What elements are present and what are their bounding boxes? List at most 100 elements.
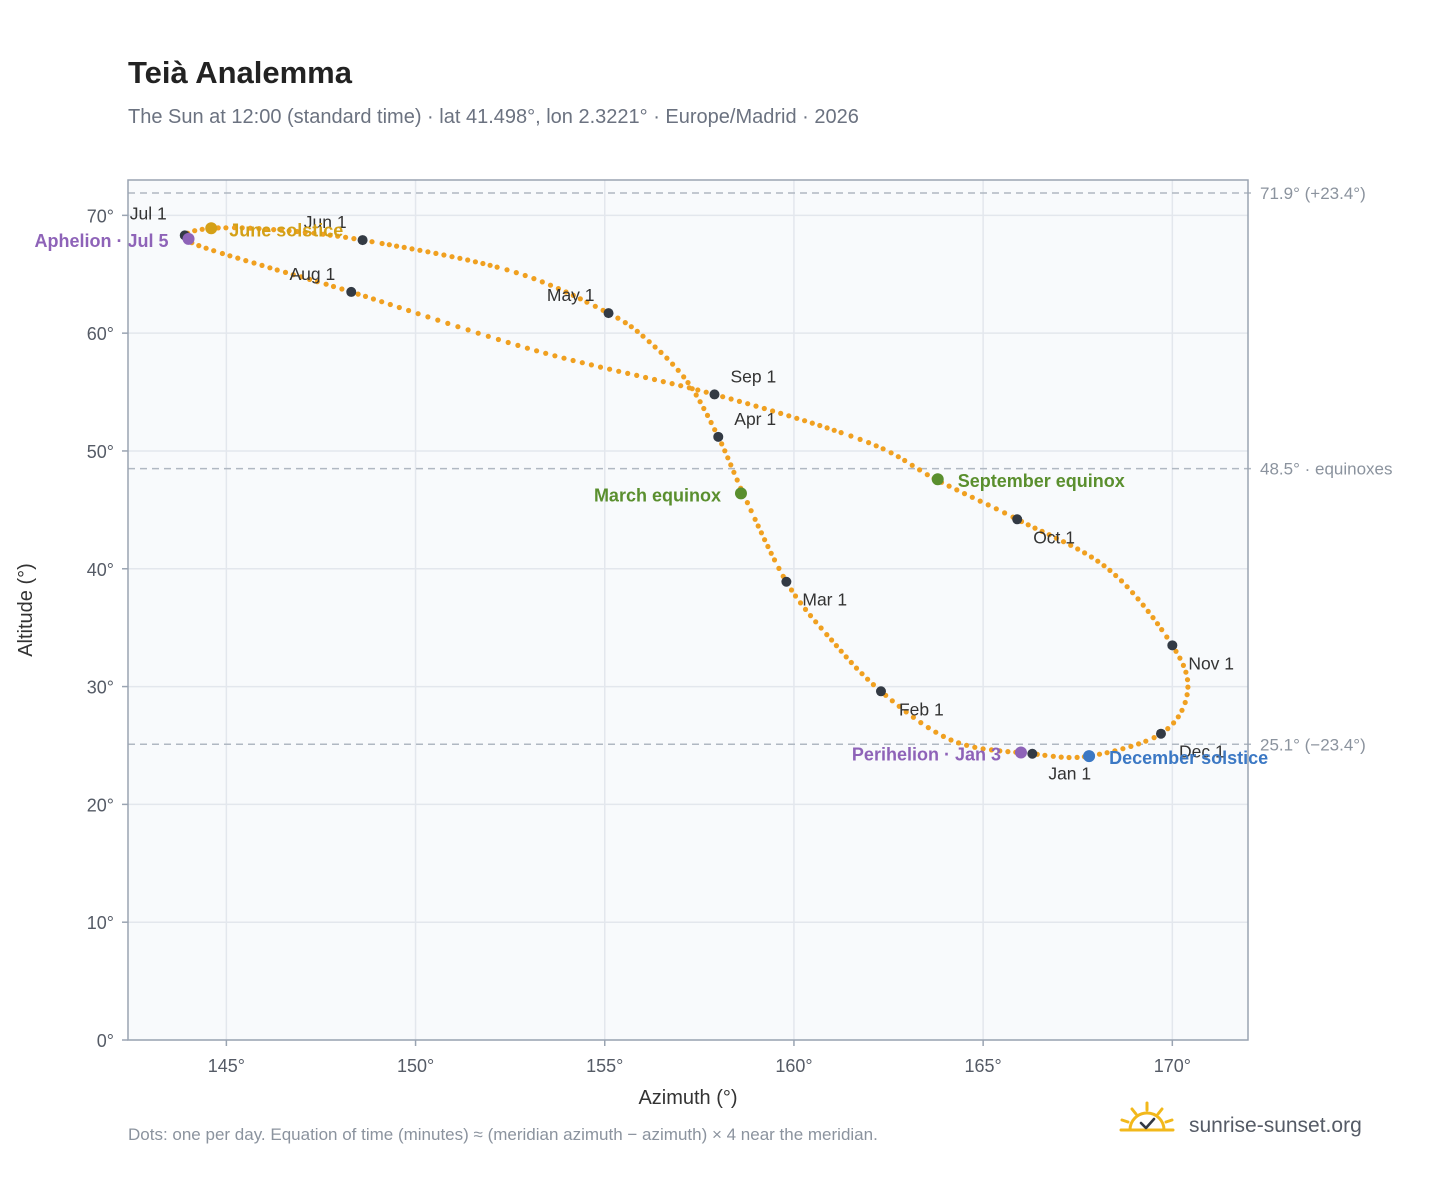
day-dot-184 <box>634 372 640 378</box>
day-dot-140 <box>243 258 249 264</box>
day-dot-253 <box>1150 615 1156 621</box>
day-dot-41 <box>768 550 774 556</box>
day-dot-147 <box>298 274 304 280</box>
y-tick-label-0: 0° <box>97 1031 114 1051</box>
day-dot-63 <box>693 392 699 398</box>
day-dot-218 <box>909 462 915 468</box>
day-dot-160 <box>406 307 412 314</box>
day-dot-85 <box>555 286 562 292</box>
day-dot-60 <box>704 412 711 418</box>
day-dot-197 <box>745 401 751 407</box>
day-dot-138 <box>227 253 233 259</box>
day-dot-112 <box>335 233 341 239</box>
day-dot-216 <box>895 454 901 460</box>
day-dot-259 <box>1177 655 1183 661</box>
day-dot-264 <box>1184 692 1190 698</box>
event-marker-4 <box>1014 746 1027 759</box>
day-dot-6 <box>972 744 978 750</box>
month-label-5: Jun 1 <box>304 212 347 232</box>
day-dot-211 <box>857 436 863 442</box>
event-marker-0 <box>205 222 218 235</box>
day-dot-256 <box>1164 634 1170 640</box>
day-dot-136 <box>211 248 217 254</box>
day-dot-15 <box>903 709 909 715</box>
day-dot-73 <box>640 333 646 339</box>
day-dot-156 <box>370 296 376 302</box>
day-dot-143 <box>267 265 273 271</box>
sun-check-icon <box>1119 1101 1175 1132</box>
day-dot-56 <box>719 441 725 447</box>
reference-label-1: 48.5° · equinoxes <box>1260 460 1393 479</box>
month-marker-10 <box>1167 640 1178 651</box>
day-dot-251 <box>1140 602 1146 608</box>
day-dot-26 <box>838 648 844 654</box>
day-dot-230 <box>1002 510 1008 516</box>
day-dot-101 <box>425 249 431 255</box>
month-marker-5 <box>357 235 368 246</box>
day-dot-155 <box>362 293 369 299</box>
day-dot-212 <box>866 440 872 446</box>
day-dot-245 <box>1107 567 1113 574</box>
month-label-3: Apr 1 <box>734 409 776 429</box>
day-dot-54 <box>725 455 731 461</box>
day-dot-103 <box>409 246 415 252</box>
event-label-0: June solstice <box>229 220 343 240</box>
day-dot-214 <box>880 446 886 452</box>
day-dot-23 <box>853 665 860 671</box>
day-dot-261 <box>1183 669 1189 675</box>
day-dot-196 <box>736 398 743 404</box>
day-dot-163 <box>435 317 441 323</box>
day-dot-10 <box>940 733 947 740</box>
day-dot-248 <box>1124 584 1130 590</box>
day-dot-239 <box>1068 542 1074 548</box>
y-tick-label-6: 60° <box>87 324 114 344</box>
plot-frame <box>127 179 1249 1041</box>
y-tick-label-7: 70° <box>87 206 114 226</box>
day-dot-194 <box>720 394 726 400</box>
day-dot-66 <box>681 374 687 380</box>
day-dot-181 <box>607 366 613 372</box>
day-dot-201 <box>778 410 784 416</box>
day-dot-24 <box>848 659 854 666</box>
day-dot-202 <box>786 413 792 419</box>
day-dot-171 <box>515 342 521 348</box>
day-dot-28 <box>829 637 835 643</box>
day-dot-186 <box>651 376 658 383</box>
day-dot-80 <box>592 303 598 309</box>
day-dot-47 <box>748 508 754 514</box>
day-dot-89 <box>522 272 528 279</box>
day-dot-39 <box>776 565 782 572</box>
day-dot-174 <box>543 350 549 356</box>
day-dot-120 <box>271 227 277 233</box>
day-dot-93 <box>487 262 493 268</box>
month-marker-3 <box>713 431 724 442</box>
day-dot-116 <box>302 229 308 235</box>
day-dot-67 <box>675 367 681 373</box>
day-dot-166 <box>465 327 471 333</box>
day-dot-74 <box>634 328 640 334</box>
day-dot-208 <box>831 427 837 433</box>
day-dot-62 <box>697 399 703 405</box>
day-dot-145 <box>282 269 289 275</box>
day-dot-82 <box>577 296 583 302</box>
day-dot-65 <box>685 380 691 386</box>
day-dot-281 <box>1074 754 1080 761</box>
y-axis-ticks: 0° 10° 20° 30° 40° 50° 60° 70° <box>87 206 128 1051</box>
day-dot-16 <box>896 703 902 709</box>
month-label-7: Aug 1 <box>290 264 336 284</box>
day-dot-146 <box>290 272 296 278</box>
day-dot-113 <box>327 232 333 238</box>
day-dot-157 <box>379 299 385 305</box>
day-dot-183 <box>625 370 631 376</box>
day-dot-123 <box>247 225 253 231</box>
day-dot-32 <box>807 613 814 619</box>
day-dot-134 <box>196 243 202 249</box>
day-dot-111 <box>343 234 349 240</box>
y-tick-label-2: 20° <box>87 795 114 815</box>
day-dot-137 <box>219 250 225 257</box>
day-dot-200 <box>770 408 776 414</box>
day-dot-229 <box>993 506 999 512</box>
y-tick-label-5: 50° <box>87 442 114 462</box>
day-dot-125 <box>231 225 238 231</box>
day-dot-267 <box>1175 714 1181 720</box>
